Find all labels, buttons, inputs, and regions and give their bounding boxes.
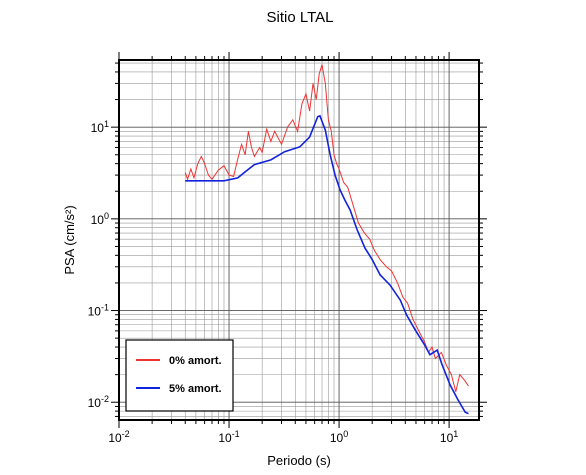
- chart-title: Sitio LTAL: [267, 9, 334, 26]
- tick-label: 10-2: [108, 429, 129, 445]
- tick-label: 10-1: [218, 429, 239, 445]
- tick-label-base: 10: [440, 431, 454, 445]
- x-axis-label: Periodo (s): [267, 453, 331, 468]
- tick-label-exponent: 1: [453, 429, 458, 439]
- tick-label-base: 10: [330, 431, 344, 445]
- tick-label-base: 10: [88, 396, 102, 410]
- plot-frame: [118, 59, 480, 421]
- tick-label-exponent: -2: [122, 429, 130, 439]
- tick-label: 101: [440, 429, 458, 445]
- tick-label-exponent: -2: [101, 394, 109, 404]
- tick-label-base: 10: [218, 431, 232, 445]
- tick-label: 101: [91, 119, 109, 135]
- tick-label-base: 10: [88, 305, 102, 319]
- tick-label: 100: [330, 429, 348, 445]
- tick-label-base: 10: [91, 121, 105, 135]
- tick-label: 100: [91, 211, 109, 227]
- tick-label-exponent: 1: [104, 119, 109, 129]
- data-line: [185, 114, 469, 415]
- tick-label-exponent: -1: [232, 429, 240, 439]
- legend-box: [125, 339, 234, 412]
- data-line: [184, 64, 469, 392]
- tick-label-exponent: 0: [104, 211, 109, 221]
- legend-label: 5% amort.: [169, 383, 222, 395]
- tick-label-base: 10: [91, 213, 105, 227]
- tick-label: 10-2: [88, 394, 109, 410]
- tick-label: 10-1: [88, 303, 109, 319]
- tick-label-base: 10: [108, 431, 122, 445]
- tick-label-exponent: 0: [343, 429, 348, 439]
- legend-label: 0% amort.: [169, 355, 222, 367]
- tick-label-exponent: -1: [101, 303, 109, 313]
- y-axis-label: PSA (cm/s²): [62, 205, 77, 274]
